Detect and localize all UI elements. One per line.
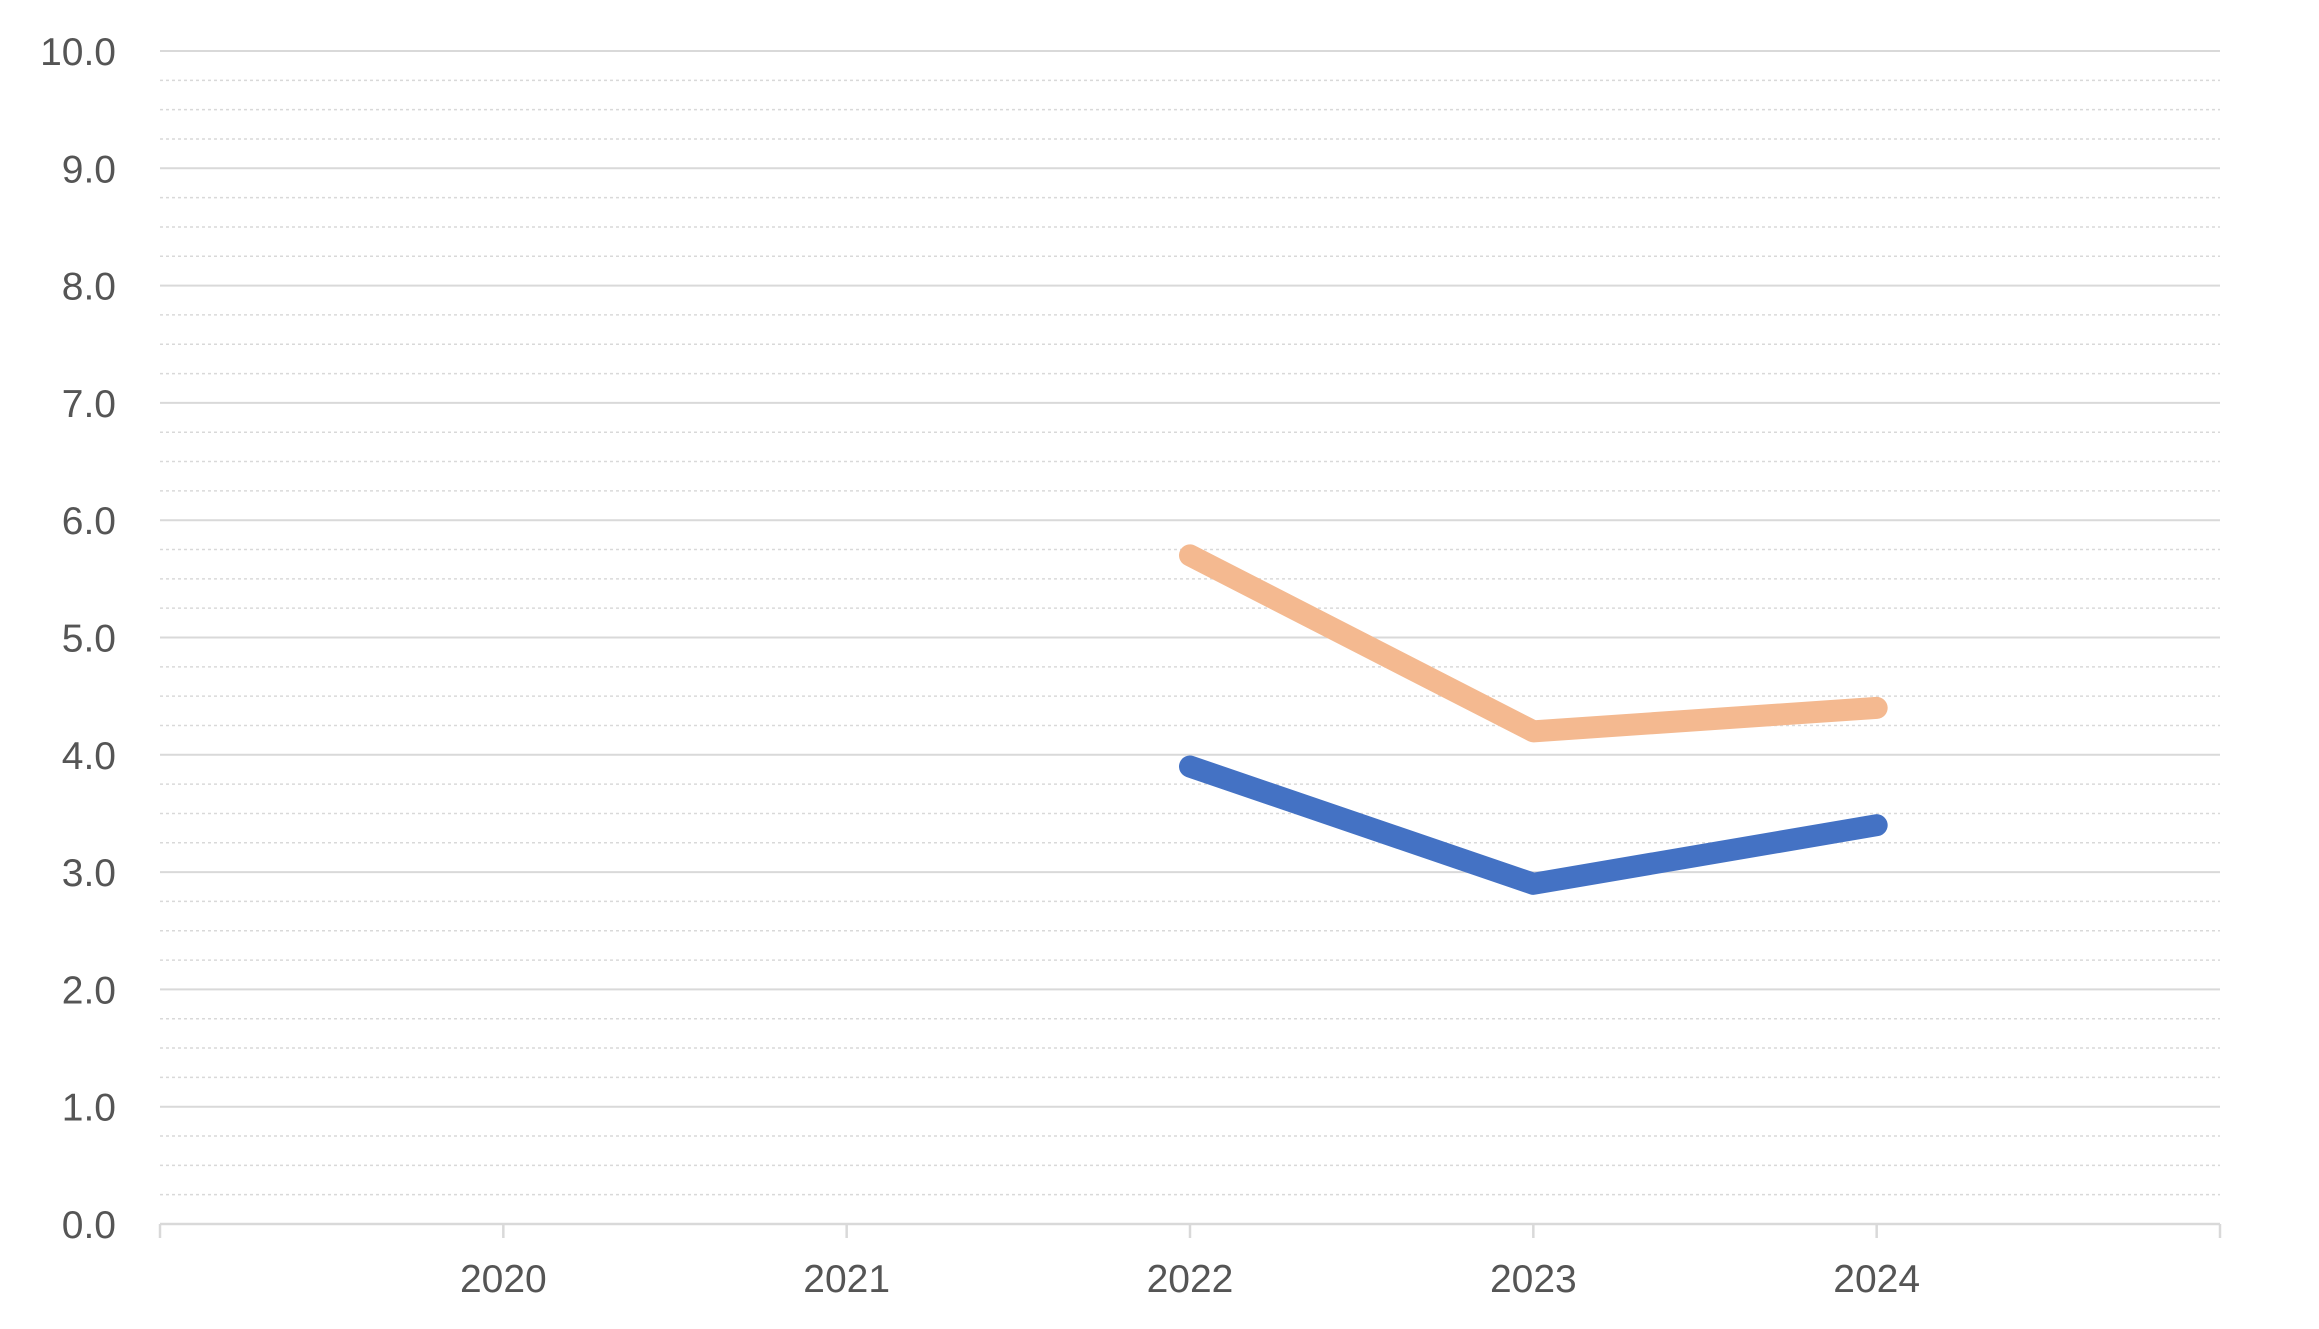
x-tick-label: 2023 <box>1490 1258 1577 1301</box>
y-tick-label: 0.0 <box>62 1204 116 1247</box>
y-tick-label: 5.0 <box>62 618 116 661</box>
x-axis <box>158 1222 2222 1238</box>
series-line-1 <box>1179 544 1888 743</box>
x-tick-label: 2021 <box>803 1258 890 1301</box>
x-axis-tick-labels: 2020 2021 2022 2023 2024 <box>460 1258 1920 1301</box>
y-tick-label: 2.0 <box>62 969 116 1012</box>
grid <box>160 50 2220 1196</box>
y-tick-label: 6.0 <box>62 500 116 543</box>
series-line-2 <box>1179 755 1888 895</box>
series-group <box>1179 544 1888 895</box>
y-axis-tick-labels: 0.0 1.0 2.0 3.0 4.0 5.0 6.0 7.0 8.0 9.0 10.0 <box>40 31 116 1247</box>
y-tick-label: 9.0 <box>62 148 116 191</box>
y-tick-label: 8.0 <box>62 266 116 309</box>
y-tick-label: 3.0 <box>62 852 116 895</box>
x-tick-label: 2020 <box>460 1258 547 1301</box>
x-tick-label: 2024 <box>1833 1258 1920 1301</box>
x-tick-label: 2022 <box>1147 1258 1234 1301</box>
y-tick-label: 10.0 <box>40 31 116 74</box>
y-tick-label: 4.0 <box>62 735 116 778</box>
y-tick-label: 1.0 <box>62 1087 116 1130</box>
y-tick-label: 7.0 <box>62 383 116 426</box>
